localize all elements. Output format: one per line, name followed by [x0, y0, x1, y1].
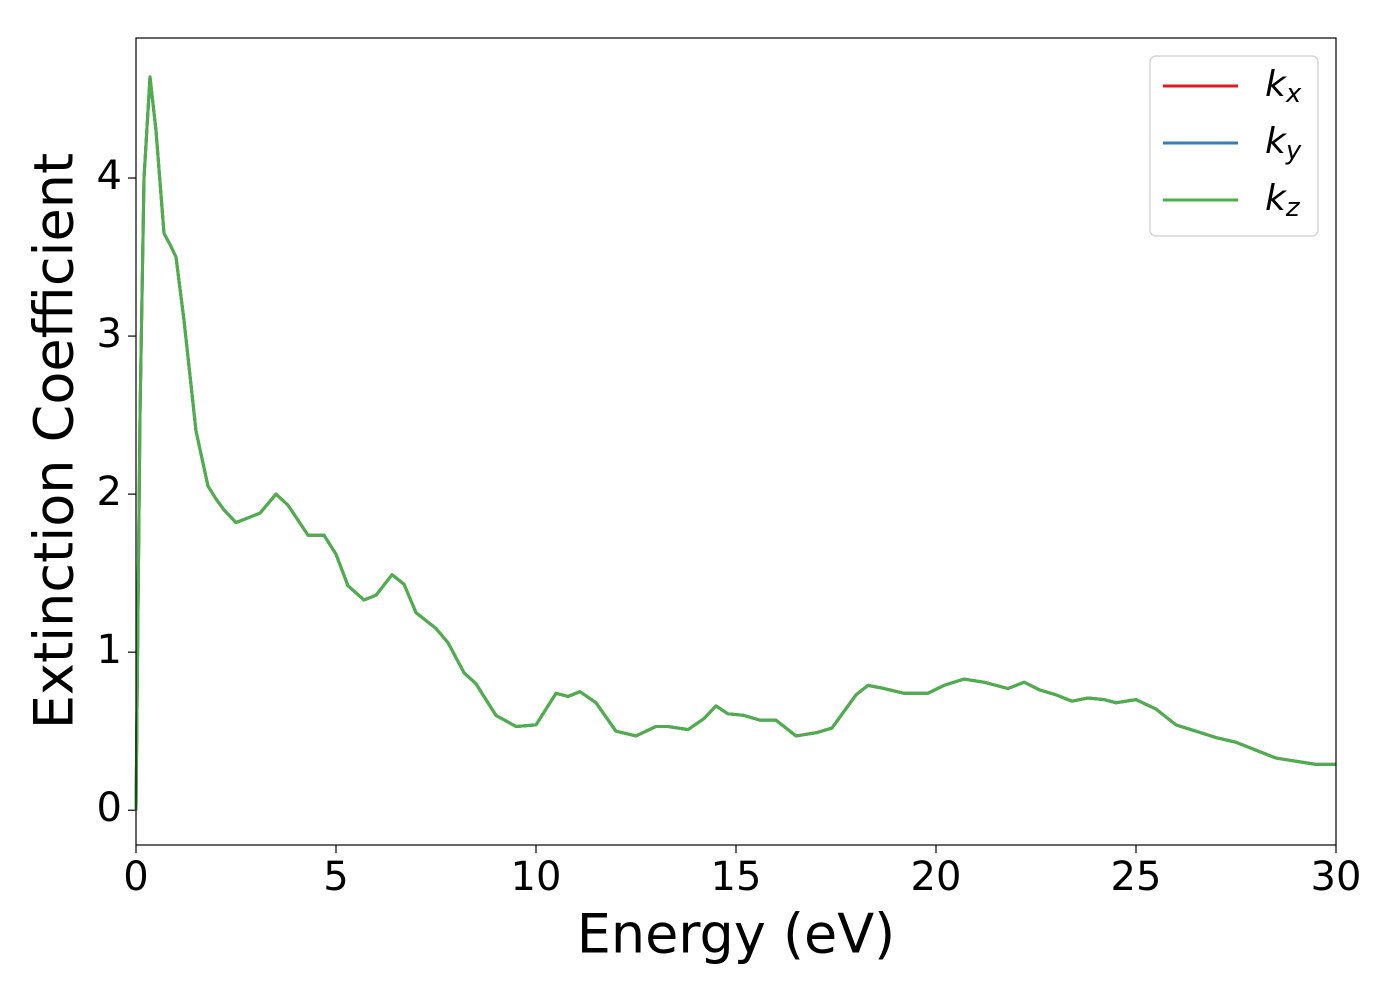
- data-line: [134, 75, 1336, 811]
- x-tick-label: 30: [1311, 854, 1362, 900]
- y-tick-label: 2: [97, 469, 122, 515]
- x-tick-label: 5: [323, 854, 348, 900]
- legend-frame: [1149, 55, 1319, 237]
- y-tick-label: 0: [97, 785, 122, 831]
- x-tick-label: 25: [1111, 854, 1162, 900]
- y-axis-label: Extinction Coefficient: [23, 153, 86, 729]
- x-tick-label: 0: [123, 854, 148, 900]
- y-tick-label: 4: [97, 153, 122, 199]
- legend-label: kz: [1265, 178, 1301, 223]
- x-tick-label: 10: [511, 854, 562, 900]
- y-tick-label: 1: [97, 627, 122, 673]
- y-tick-label: 3: [97, 311, 122, 357]
- x-axis-label: Energy (eV): [577, 903, 896, 966]
- legend-label: ky: [1265, 121, 1302, 166]
- x-tick-label: 20: [911, 854, 962, 900]
- legend-label: kx: [1265, 64, 1302, 109]
- x-tick-label: 15: [711, 854, 762, 900]
- plot-frame: [135, 37, 1337, 846]
